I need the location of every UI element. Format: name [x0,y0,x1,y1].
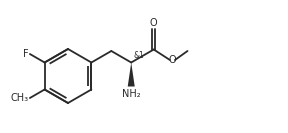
Text: F: F [23,49,29,59]
Polygon shape [128,63,135,86]
Text: O: O [150,18,158,28]
Text: O: O [168,55,176,65]
Text: CH₃: CH₃ [11,93,29,103]
Text: &1: &1 [133,51,144,59]
Text: NH₂: NH₂ [122,88,141,99]
